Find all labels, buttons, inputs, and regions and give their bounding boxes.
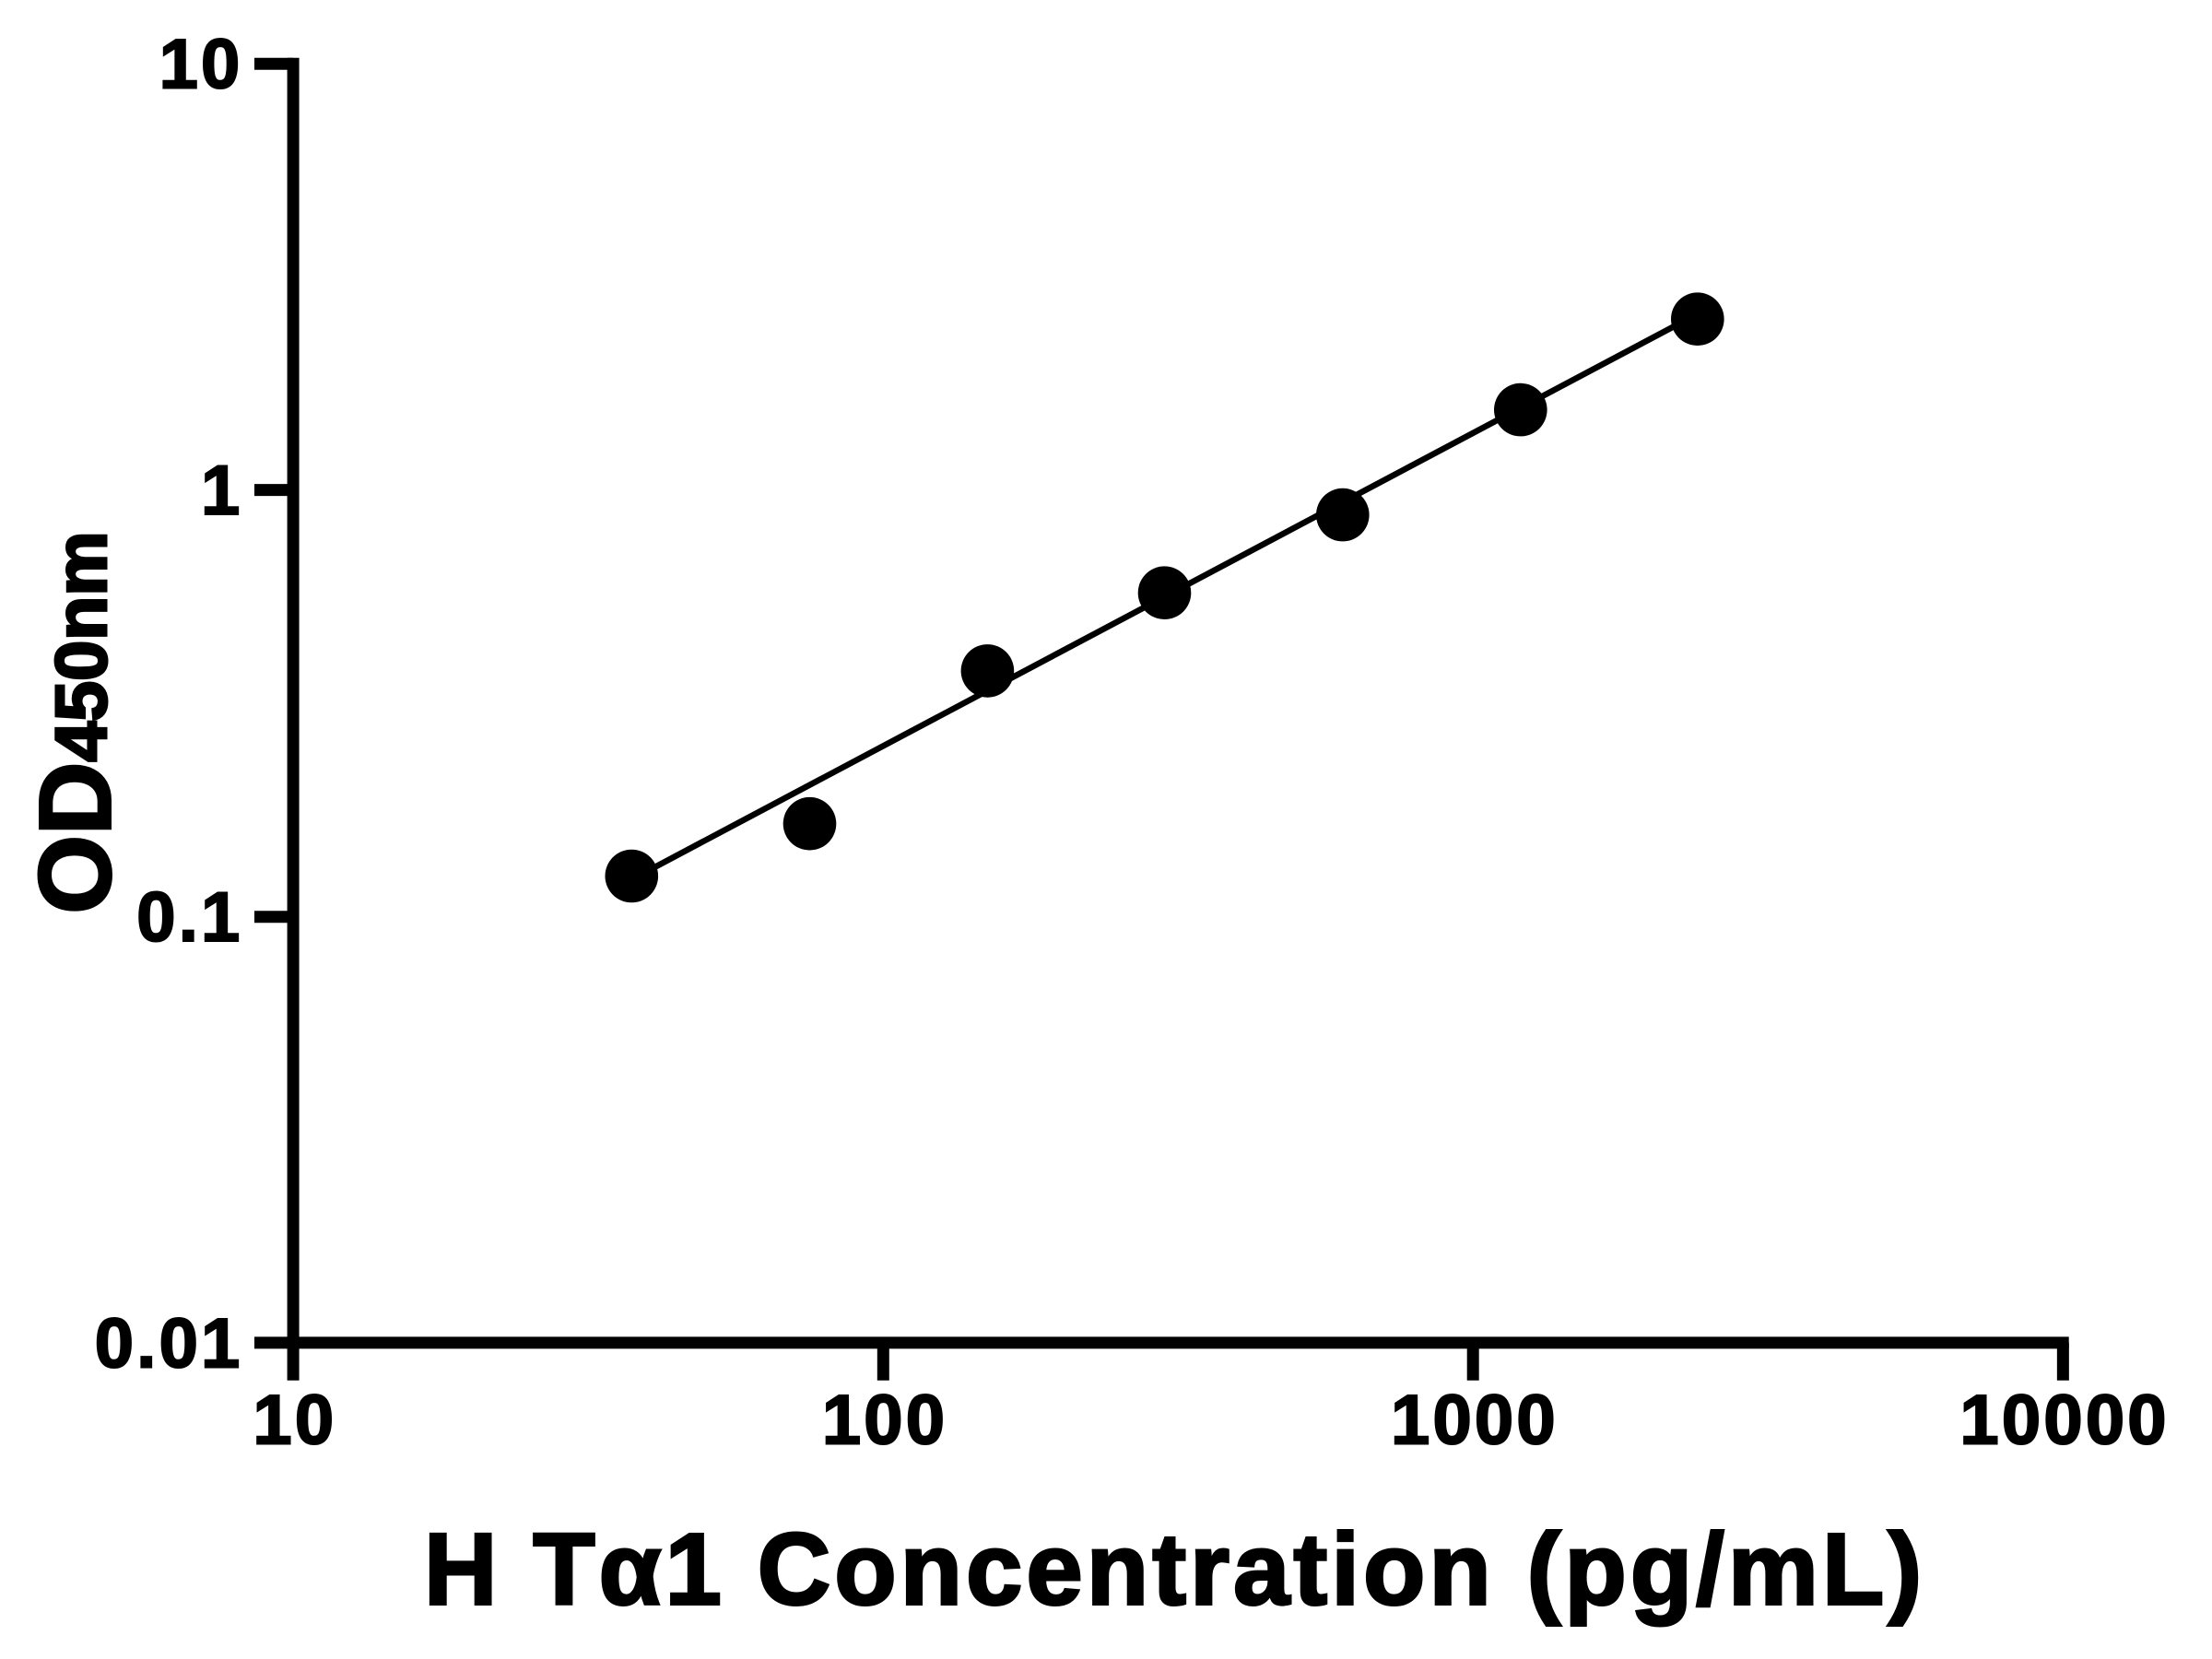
svg-text:OD450nm: OD450nm bbox=[19, 531, 133, 913]
svg-text:10: 10 bbox=[253, 1382, 336, 1460]
svg-text:10: 10 bbox=[159, 25, 243, 103]
svg-text:H Tα1 Concentration (pg/mL): H Tα1 Concentration (pg/mL) bbox=[424, 1513, 1925, 1627]
svg-text:0.1: 0.1 bbox=[136, 878, 242, 957]
svg-text:1: 1 bbox=[201, 452, 242, 530]
svg-text:0.01: 0.01 bbox=[95, 1305, 243, 1383]
svg-text:100: 100 bbox=[822, 1382, 947, 1460]
svg-text:10000: 10000 bbox=[1959, 1382, 2169, 1460]
svg-text:1000: 1000 bbox=[1391, 1382, 1559, 1460]
